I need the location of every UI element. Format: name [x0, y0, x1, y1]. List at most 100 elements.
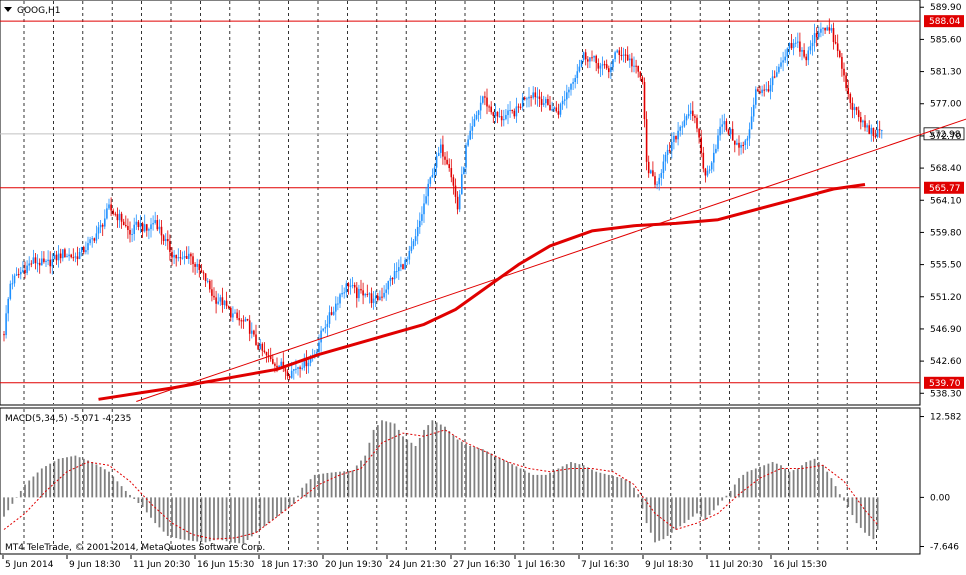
- time-tick-label: 27 Jun 16:30: [453, 560, 510, 570]
- candle-body: [839, 50, 841, 57]
- candle-body: [320, 330, 322, 343]
- candle-body: [765, 89, 768, 91]
- candle-body: [108, 204, 110, 209]
- candle-body: [664, 154, 667, 162]
- candle-body: [125, 225, 127, 227]
- candle-body: [116, 214, 119, 221]
- macd-bar: [523, 470, 526, 498]
- macd-bar: [868, 497, 871, 536]
- candle-body: [353, 285, 356, 288]
- macd-bar: [162, 497, 165, 532]
- candle-body: [276, 365, 278, 368]
- candle-body: [36, 262, 39, 264]
- candle-body: [398, 267, 400, 272]
- candle-body: [265, 352, 268, 356]
- macd-bar: [213, 497, 215, 541]
- candle-body: [826, 27, 828, 31]
- candle-body: [832, 28, 835, 43]
- candle-body: [778, 66, 780, 73]
- candle-body: [278, 365, 280, 368]
- macd-bar: [330, 472, 333, 498]
- macd-bar: [322, 473, 325, 498]
- macd-bar: [192, 497, 194, 542]
- macd-bar: [221, 497, 224, 541]
- ma-line: [98, 183, 866, 401]
- candle-body: [536, 96, 539, 98]
- candle-body: [299, 367, 301, 369]
- macd-bar: [532, 474, 535, 498]
- candle-body: [51, 259, 54, 267]
- candle-body: [339, 294, 341, 304]
- macd-bar: [91, 462, 94, 498]
- candle-body: [383, 292, 385, 298]
- macd-bar: [389, 422, 392, 498]
- macd-bar: [28, 480, 31, 498]
- candle-body: [815, 33, 818, 38]
- macd-bar: [817, 462, 820, 498]
- candle-body: [162, 235, 165, 242]
- macd-bar: [444, 426, 446, 498]
- candle-body: [379, 296, 381, 301]
- candle-body: [101, 224, 104, 227]
- candle-body: [752, 104, 755, 117]
- candle-body: [702, 152, 705, 169]
- candle-body: [97, 227, 100, 234]
- macd-bar: [822, 465, 824, 498]
- candle-body: [74, 256, 77, 258]
- candle-body: [169, 241, 171, 252]
- candle-body: [337, 303, 339, 305]
- dropdown-triangle-icon[interactable]: [4, 7, 12, 12]
- candle-body: [259, 343, 261, 350]
- candle-body: [761, 89, 763, 93]
- candle-body: [473, 119, 476, 127]
- candle-body: [91, 238, 93, 240]
- candle-body: [427, 183, 429, 197]
- macd-bar: [838, 494, 841, 498]
- candle-body: [574, 78, 576, 83]
- candle-body: [788, 42, 791, 49]
- candle-body: [431, 174, 434, 178]
- candle-body: [364, 293, 366, 296]
- candle-body: [53, 254, 56, 260]
- candle-body: [221, 297, 224, 306]
- candle-body: [372, 298, 375, 304]
- candle-body: [450, 168, 453, 178]
- macd-bar: [74, 455, 77, 498]
- candle-body: [366, 293, 369, 295]
- macd-bar: [771, 462, 774, 498]
- macd-bar: [746, 471, 749, 498]
- symbol-label-group[interactable]: GOOG,H1: [4, 6, 60, 16]
- macd-bar: [360, 460, 362, 498]
- candle-body: [301, 367, 303, 369]
- macd-bar: [57, 458, 60, 498]
- level-label-box: 539.70: [924, 376, 964, 389]
- candle-body: [175, 254, 177, 259]
- candle-body: [618, 50, 621, 56]
- candle-body: [841, 56, 843, 69]
- level-label-bg: [924, 181, 964, 194]
- candle-body: [267, 355, 270, 357]
- candle-body: [515, 106, 518, 117]
- macd-signal-line: [3, 429, 878, 540]
- macd-bar: [540, 474, 543, 498]
- candle-body: [794, 42, 797, 44]
- candle-body: [85, 250, 87, 253]
- candle-body: [246, 318, 249, 321]
- candle-body: [461, 174, 463, 195]
- candle-body: [330, 312, 333, 315]
- vertical-grid: [23, 1, 877, 404]
- candle-body: [771, 76, 774, 86]
- macd-label: MACD(5,34,5) -5.071 -4.235: [5, 414, 131, 424]
- macd-bar: [385, 421, 388, 498]
- macd-bar: [40, 468, 43, 498]
- candle-body: [845, 75, 847, 89]
- candle-body: [93, 238, 96, 241]
- candle-body: [797, 41, 799, 43]
- macd-bar: [712, 497, 715, 511]
- level-label: 539.70: [929, 379, 961, 389]
- candle-body: [727, 130, 730, 135]
- macd-bar: [418, 437, 421, 498]
- macd-bar: [66, 457, 68, 498]
- candle-body: [263, 350, 266, 353]
- candle-body: [66, 256, 68, 258]
